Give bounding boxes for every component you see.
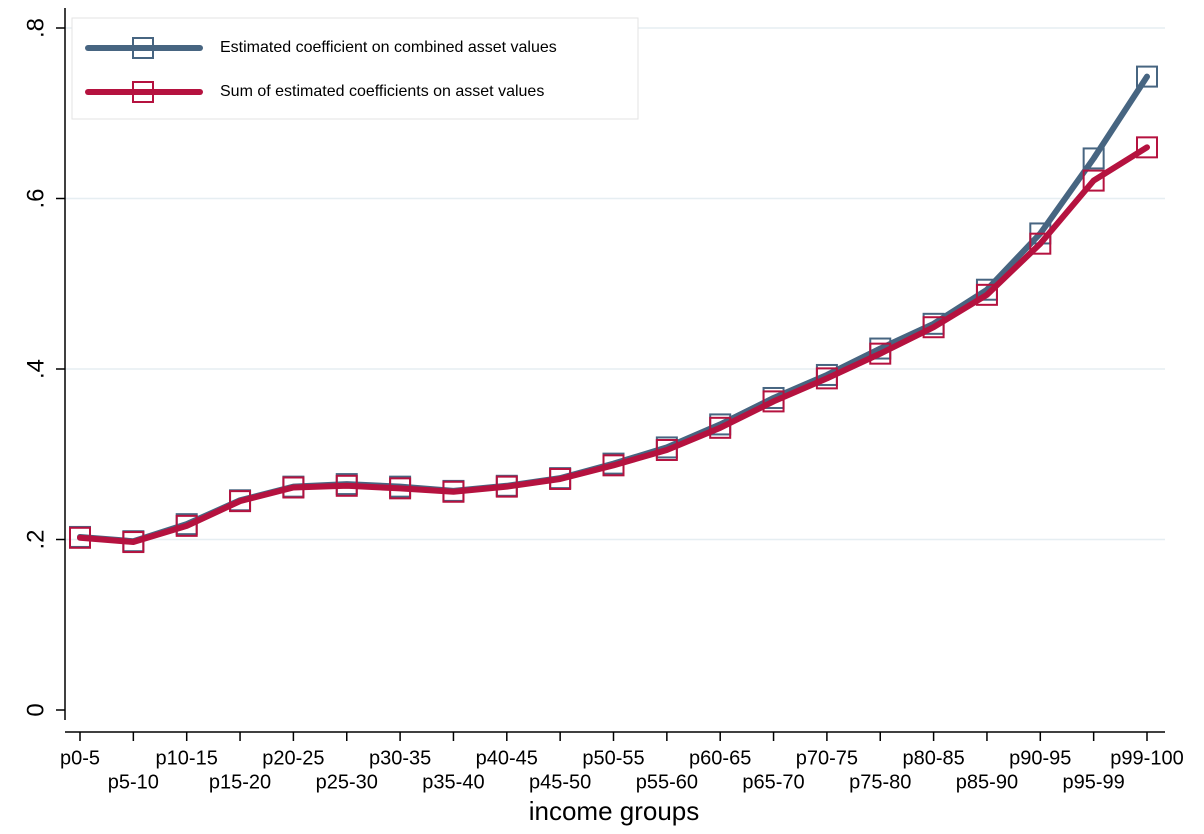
x-tick-label: p45-50 xyxy=(529,771,591,793)
marker xyxy=(282,476,305,499)
marker xyxy=(869,342,892,365)
marker xyxy=(762,390,785,413)
series xyxy=(69,136,1158,554)
legend: Estimated coefficient on combined asset … xyxy=(71,17,639,120)
series-line xyxy=(77,144,1150,546)
x-tick-label: p99-100 xyxy=(1110,747,1183,769)
series-line xyxy=(77,73,1150,545)
x-tick-label: p70-75 xyxy=(796,747,858,769)
x-tick-label: p75-80 xyxy=(849,771,911,793)
x-tick-label: p15-20 xyxy=(209,771,271,793)
x-tick-label: p30-35 xyxy=(369,747,431,769)
marker xyxy=(229,490,252,513)
marker xyxy=(389,477,412,500)
marker xyxy=(335,474,358,497)
legend-marker xyxy=(132,81,154,103)
marker xyxy=(1082,169,1105,192)
x-tick-label: p55-60 xyxy=(636,771,698,793)
x-tick-label: p90-95 xyxy=(1009,747,1071,769)
legend-label: Sum of estimated coefficients on asset v… xyxy=(220,83,544,100)
x-tick-label: p20-25 xyxy=(262,747,324,769)
marker xyxy=(122,531,145,554)
marker xyxy=(922,316,945,339)
marker xyxy=(602,454,625,477)
marker xyxy=(815,367,838,390)
x-tick-label: p0-5 xyxy=(60,747,100,769)
marker xyxy=(549,467,572,490)
x-tick-label: p65-70 xyxy=(742,771,804,793)
marker xyxy=(1136,65,1158,88)
x-tick-label: p5-10 xyxy=(108,771,159,793)
marker xyxy=(1136,136,1158,159)
x-tick-label: p50-55 xyxy=(582,747,644,769)
marker xyxy=(175,514,198,537)
x-tick-label: p95-99 xyxy=(1063,771,1125,793)
legend-marker xyxy=(132,37,154,59)
x-tick-label: p25-30 xyxy=(316,771,378,793)
marker xyxy=(975,283,998,306)
y-tick-label: .4 xyxy=(22,359,49,379)
marker xyxy=(1082,147,1105,170)
x-tick-label: p85-90 xyxy=(956,771,1018,793)
x-tick-label: p40-45 xyxy=(476,747,538,769)
x-axis-title: income groups xyxy=(529,796,700,826)
y-tick-label: 0 xyxy=(22,703,49,716)
y-tick-label: .6 xyxy=(22,188,49,208)
marker xyxy=(442,480,465,503)
marker xyxy=(709,416,732,439)
y-tick-label: .2 xyxy=(22,529,49,549)
legend-label: Estimated coefficient on combined asset … xyxy=(220,39,557,56)
marker xyxy=(495,475,518,498)
legend-box xyxy=(71,17,639,120)
marker xyxy=(655,438,678,461)
y-tick-label: .8 xyxy=(22,18,49,38)
x-tick-label: p60-65 xyxy=(689,747,751,769)
marker xyxy=(1029,232,1052,255)
x-tick-label: p80-85 xyxy=(902,747,964,769)
x-tick-label: p35-40 xyxy=(422,771,484,793)
marker xyxy=(69,526,91,549)
x-tick-label: p10-15 xyxy=(156,747,218,769)
series xyxy=(69,65,1158,553)
